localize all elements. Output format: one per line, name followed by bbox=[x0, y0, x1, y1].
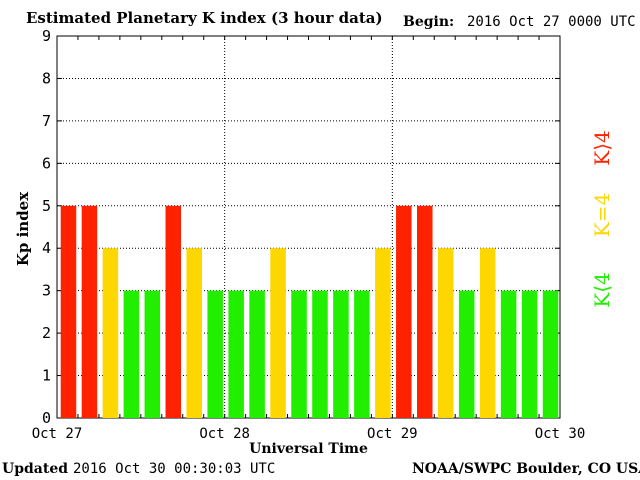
kp-bar bbox=[458, 290, 475, 418]
y-tick-label: 7 bbox=[42, 112, 51, 130]
y-tick-label: 3 bbox=[42, 282, 51, 300]
kp-bar bbox=[291, 290, 307, 418]
legend-label: K⟨4 bbox=[590, 272, 614, 307]
x-tick-label: Oct 30 bbox=[535, 426, 586, 442]
kp-bar bbox=[144, 290, 161, 418]
legend-label: K⟩4 bbox=[590, 130, 614, 165]
y-tick-label: 6 bbox=[42, 154, 51, 172]
kp-bar bbox=[375, 248, 391, 418]
y-tick-label: 8 bbox=[42, 69, 51, 87]
y-tick-label: 0 bbox=[42, 409, 51, 427]
kp-bar bbox=[228, 290, 244, 418]
begin-value: 2016 Oct 27 0000 UTC bbox=[467, 14, 636, 30]
kp-bar bbox=[479, 248, 496, 418]
y-tick-label: 4 bbox=[42, 239, 51, 257]
x-tick-label: Oct 27 bbox=[32, 426, 83, 442]
y-tick-label: 2 bbox=[42, 324, 51, 342]
updated-label: Updated bbox=[2, 461, 69, 477]
kp-bar bbox=[123, 290, 140, 418]
credit-text: NOAA/SWPC Boulder, CO USA bbox=[412, 461, 640, 477]
kp-bar bbox=[270, 248, 286, 418]
kp-bar bbox=[542, 290, 559, 418]
kp-bar bbox=[437, 248, 454, 418]
x-tick-label: Oct 28 bbox=[199, 426, 250, 442]
kp-bar bbox=[500, 290, 517, 418]
y-axis-label: Kp index bbox=[14, 191, 32, 266]
kp-bar bbox=[165, 205, 182, 418]
kp-bar bbox=[312, 290, 328, 418]
kp-bar bbox=[396, 205, 412, 418]
legend-label: K=4 bbox=[590, 193, 614, 237]
updated-value: 2016 Oct 30 00:30:03 UTC bbox=[73, 461, 276, 477]
y-tick-label: 1 bbox=[42, 367, 51, 385]
x-tick-label: Oct 29 bbox=[367, 426, 418, 442]
chart-title: Estimated Planetary K index (3 hour data… bbox=[26, 9, 383, 27]
kp-bar bbox=[186, 248, 202, 418]
kp-bar bbox=[60, 205, 77, 418]
kp-bar bbox=[417, 205, 433, 418]
kp-bar bbox=[521, 290, 538, 418]
kp-bar bbox=[333, 290, 349, 418]
y-tick-label: 5 bbox=[42, 197, 51, 215]
kp-bar bbox=[354, 290, 370, 418]
kp-bar bbox=[249, 290, 265, 418]
x-axis-label: Universal Time bbox=[249, 441, 368, 457]
kp-bar bbox=[102, 248, 119, 418]
y-tick-label: 9 bbox=[42, 27, 51, 45]
begin-label: Begin: bbox=[403, 14, 455, 30]
kp-bar bbox=[81, 205, 98, 418]
kp-bar bbox=[207, 290, 223, 418]
